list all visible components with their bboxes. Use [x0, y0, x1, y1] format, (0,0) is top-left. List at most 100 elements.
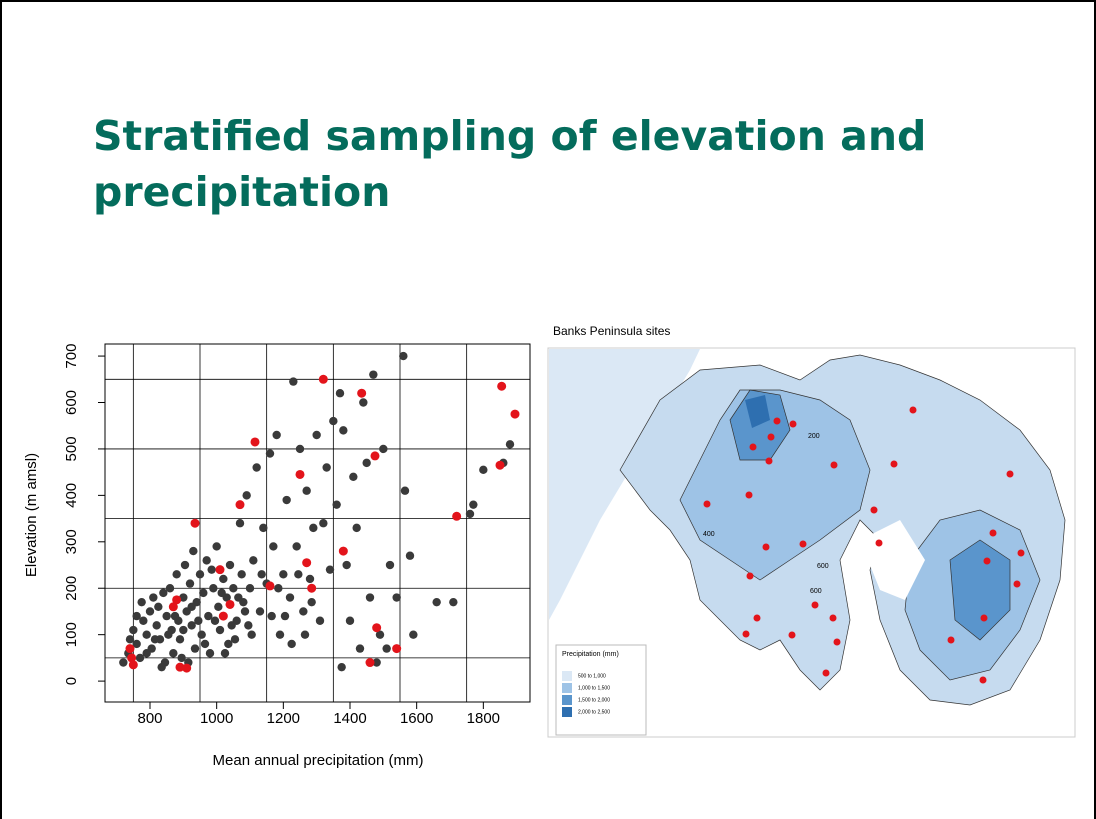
legend-label: 1,500 to 2,000 — [578, 697, 610, 703]
legend-label: 2,000 to 2,500 — [578, 709, 610, 715]
point — [295, 469, 305, 479]
point — [244, 621, 253, 630]
legend-title: Precipitation (mm) — [562, 651, 619, 658]
point — [175, 662, 185, 672]
y-tick-label: 0 — [63, 677, 80, 685]
y-tick-label: 500 — [63, 436, 80, 461]
point — [265, 581, 275, 591]
point — [385, 560, 395, 570]
point — [307, 597, 316, 607]
point — [217, 588, 226, 598]
point — [318, 374, 328, 384]
point — [132, 639, 141, 649]
point — [210, 616, 220, 625]
point — [205, 649, 215, 658]
point — [392, 593, 401, 602]
point — [215, 625, 225, 635]
point — [135, 653, 145, 663]
x-axis-label: Mean annual precipitation (mm) — [213, 752, 424, 769]
point — [372, 623, 382, 633]
point — [300, 630, 310, 639]
point — [154, 602, 163, 612]
point — [295, 444, 305, 454]
point — [209, 584, 218, 593]
point — [255, 607, 265, 616]
point — [252, 463, 261, 472]
contour-label: 600 — [817, 563, 829, 570]
point — [200, 639, 210, 649]
legend-swatch — [562, 707, 572, 717]
point — [307, 583, 317, 593]
map: 200 400 600 600 Precipitation (mm) 500 t… — [547, 324, 1076, 738]
y-axis-label: Elevation (m amsl) — [23, 453, 40, 577]
point — [265, 449, 275, 458]
plot-frame — [104, 343, 531, 703]
point — [224, 639, 233, 649]
point — [294, 570, 303, 579]
point — [269, 542, 278, 551]
point — [234, 593, 243, 602]
point — [218, 611, 228, 621]
map-title: Banks Peninsula sites — [553, 324, 670, 338]
point — [355, 644, 365, 653]
point — [220, 649, 230, 658]
point — [190, 518, 200, 528]
point — [315, 616, 325, 625]
point — [225, 599, 235, 609]
point — [132, 611, 141, 621]
y-tick-label: 700 — [63, 344, 80, 369]
legend-swatch — [562, 695, 572, 705]
point — [212, 542, 221, 551]
point — [177, 653, 186, 663]
point — [249, 556, 258, 565]
point — [449, 597, 458, 607]
point — [235, 500, 245, 510]
y-tick-label: 200 — [63, 576, 80, 601]
point — [175, 635, 185, 644]
point — [267, 611, 276, 621]
point — [190, 644, 200, 653]
point — [185, 579, 195, 588]
point — [292, 542, 301, 551]
point — [280, 611, 290, 621]
point — [345, 616, 355, 625]
point — [125, 635, 135, 644]
point — [142, 630, 151, 639]
point — [169, 649, 178, 658]
point — [305, 574, 315, 584]
point — [285, 593, 295, 602]
point — [204, 611, 213, 621]
point — [139, 616, 148, 625]
legend-swatch — [562, 683, 572, 693]
point — [127, 653, 137, 663]
point — [250, 437, 260, 447]
point — [505, 440, 515, 449]
point — [405, 551, 415, 560]
point — [469, 500, 478, 509]
x-tick-label: 1400 — [333, 710, 366, 727]
point — [168, 602, 178, 612]
point — [189, 546, 198, 556]
point — [399, 351, 408, 361]
scatter-plot: 800 1000 1200 1400 1600 1800 0 100 200 300 400 500 6… — [63, 343, 531, 727]
point — [309, 523, 318, 533]
point — [312, 430, 321, 440]
harbour — [860, 520, 925, 600]
contour-label: 600 — [810, 588, 822, 595]
point — [150, 635, 160, 644]
point — [182, 663, 192, 673]
point — [497, 381, 507, 391]
point — [197, 630, 206, 639]
point — [325, 565, 335, 574]
y-tick-label: 600 — [63, 390, 80, 415]
point — [372, 658, 381, 667]
point — [369, 370, 378, 379]
point — [179, 593, 188, 602]
point — [338, 546, 348, 556]
point — [187, 602, 196, 612]
y-tick-label: 300 — [63, 529, 80, 554]
point — [409, 630, 418, 639]
